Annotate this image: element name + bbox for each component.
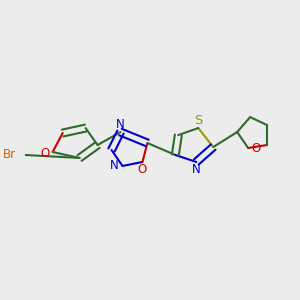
Text: O: O — [40, 148, 49, 160]
Text: N: N — [192, 164, 201, 176]
Text: Br: Br — [3, 148, 16, 161]
Text: S: S — [194, 114, 202, 127]
Text: N: N — [110, 160, 119, 172]
Text: O: O — [251, 142, 261, 154]
Text: N: N — [116, 118, 125, 130]
Text: O: O — [138, 164, 147, 176]
